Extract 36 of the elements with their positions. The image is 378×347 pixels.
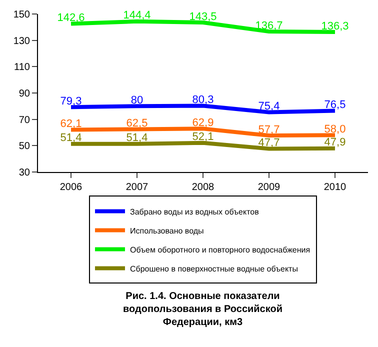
y-tick-label: 50 [18, 141, 30, 152]
data-label: 51,4 [126, 132, 148, 144]
x-tick-label: 2008 [192, 182, 215, 193]
legend-label: Использовано воды [130, 226, 204, 236]
y-tick-label: 90 [18, 88, 30, 100]
x-tick-label: 2009 [258, 182, 281, 193]
data-label: 47,7 [258, 136, 280, 149]
y-tick-label: 130 [13, 36, 30, 47]
data-label: 80 [130, 94, 144, 106]
text: Рис. 1.4. Основные показатели водопользования в Российской Федерации, км3 [123, 291, 282, 328]
data-label: 76,5 [324, 99, 346, 112]
data-label: 143,5 [189, 10, 217, 23]
data-label: 142,6 [57, 12, 85, 24]
data-label: 75,4 [258, 100, 280, 112]
legend-label: Сброшено в поверхностные водные объекты [130, 264, 298, 274]
data-label: 144,4 [123, 10, 151, 22]
data-label: 136,3 [321, 20, 349, 32]
data-label: 62,5 [126, 117, 148, 130]
data-label: 51,4 [60, 132, 82, 144]
data-label: 80,3 [192, 94, 214, 106]
x-tick-label: 2010 [324, 182, 347, 193]
y-tick-label: 30 [18, 168, 30, 178]
y-tick-label: 70 [18, 114, 30, 126]
x-tick-label: 2007 [126, 182, 149, 193]
data-label: 62,9 [192, 116, 214, 129]
legend-label: Забрано воды из водных объектов [130, 207, 259, 216]
data-label: 62,1 [60, 118, 82, 130]
data-label: 47,9 [324, 136, 346, 149]
data-label: 52,1 [192, 131, 214, 144]
data-label: 79,3 [60, 95, 82, 108]
data-label: 57,7 [258, 124, 280, 136]
data-label: 58,0 [324, 123, 346, 136]
y-tick-label: 150 [13, 10, 30, 20]
y-tick-label: 110 [14, 62, 30, 74]
x-tick-label: 2006 [60, 182, 83, 193]
legend-label: Объем оборотного и повторного водоснабжения [130, 245, 310, 254]
